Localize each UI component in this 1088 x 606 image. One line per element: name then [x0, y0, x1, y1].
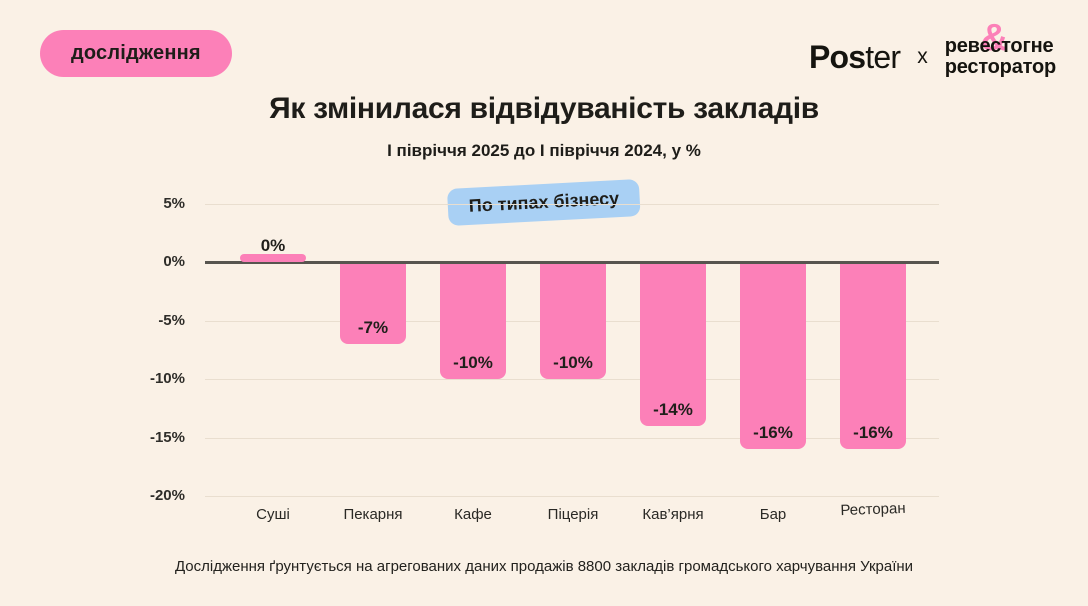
y-tick-label: -20%	[149, 487, 185, 504]
reve-stogne-logo: & ревестогне ресторатор	[944, 19, 1056, 78]
brand-line-2: ресторатор	[944, 56, 1056, 78]
y-tick-label: 0%	[163, 253, 185, 270]
bar-value-label: -16%	[753, 423, 793, 442]
bar-value-label: -14%	[653, 400, 693, 419]
y-tick-label: -10%	[149, 370, 185, 387]
poster-logo-bold: Pos	[808, 38, 866, 75]
research-badge: дослідження	[40, 30, 232, 77]
bar-value-label: 0%	[260, 236, 286, 255]
x-category-label: Піцерія	[547, 506, 599, 523]
y-tick-label: -5%	[158, 311, 185, 329]
bar-value-label: -10%	[453, 353, 493, 372]
bar: -16%	[740, 264, 806, 449]
collab-x-separator: x	[917, 45, 928, 68]
bar-value-label: -7%	[357, 318, 389, 337]
ampersand-icon: &	[980, 17, 1008, 59]
poster-logo: Poster	[808, 38, 901, 76]
y-tick-label: 5%	[163, 194, 185, 212]
gridline	[205, 496, 939, 497]
bar: -10%	[440, 264, 506, 379]
y-tick-label: -15%	[149, 428, 185, 446]
page-subtitle: І півріччя 2025 до І півріччя 2024, у %	[387, 141, 701, 160]
gridline	[205, 379, 939, 380]
bar: -14%	[640, 264, 706, 426]
research-badge-label: дослідження	[71, 42, 201, 64]
x-category-label: Кафе	[454, 506, 492, 523]
x-category-label: Суші	[256, 506, 290, 523]
brand-line-1: ревестогне	[944, 35, 1054, 57]
bar: -10%	[540, 264, 606, 379]
bar-value-label: -16%	[853, 423, 893, 442]
footnote: Дослідження ґрунтується на агрегованих д…	[174, 558, 914, 575]
zero-axis-line	[205, 261, 939, 264]
page-title: Як змінилася відвідуваність закладів	[269, 92, 819, 125]
bar: -16%	[840, 264, 906, 449]
bar-value-label: -10%	[553, 353, 593, 372]
x-category-label: Пекарня	[343, 506, 403, 523]
poster-logo-light: ter	[865, 38, 901, 75]
gridline	[205, 437, 939, 439]
bar: -7%	[340, 264, 406, 344]
x-category-label: Кав’ярня	[642, 506, 704, 523]
x-category-label: Ресторан	[840, 499, 906, 520]
x-category-label: Бар	[759, 506, 787, 523]
brand-logos: Poster x & ревестогне ресторатор	[808, 19, 1056, 84]
bar	[240, 254, 306, 262]
gridline	[205, 203, 939, 205]
